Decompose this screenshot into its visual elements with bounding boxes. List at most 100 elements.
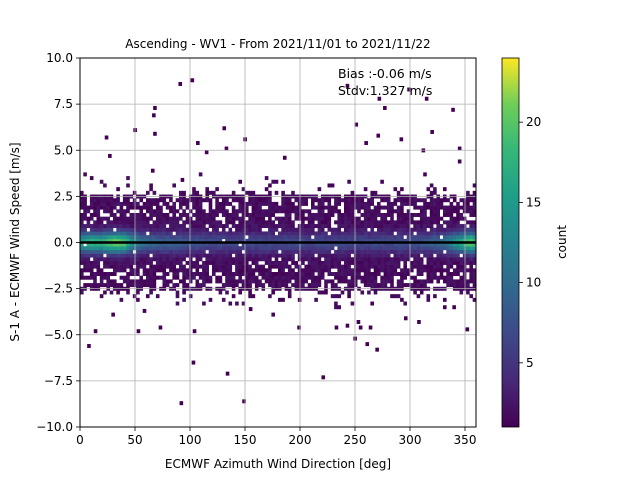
heatmap-cell [344, 249, 348, 254]
heatmap-cell [324, 242, 328, 247]
heatmap-cell [462, 216, 467, 221]
heatmap-cell [96, 253, 101, 258]
heatmap-cell [337, 264, 341, 269]
heatmap-cell [169, 227, 173, 232]
heatmap-cell [396, 227, 401, 232]
heatmap-cell [241, 235, 246, 240]
heatmap-cell [129, 216, 134, 221]
heatmap-cell [231, 279, 236, 284]
heatmap-cell [116, 283, 120, 288]
heatmap-cell [340, 238, 345, 243]
heatmap-cell [406, 238, 411, 243]
heatmap-cell [317, 253, 322, 258]
heatmap-cell [235, 249, 239, 254]
heatmap-cell [436, 227, 440, 232]
heatmap-cell [462, 205, 467, 210]
heatmap-cell [215, 238, 219, 243]
heatmap-cell [136, 246, 140, 251]
heatmap-cell [126, 272, 130, 277]
heatmap-cell [452, 220, 457, 225]
heatmap-cell [370, 201, 374, 206]
heatmap-cell [433, 227, 437, 232]
heatmap-cell [146, 294, 150, 299]
heatmap-cell [396, 253, 401, 258]
heatmap-cell [459, 290, 464, 295]
heatmap-cell [86, 231, 91, 236]
heatmap-cell [334, 275, 338, 280]
heatmap-cell [390, 216, 394, 221]
heatmap-cell [245, 246, 249, 251]
heatmap-cell [419, 227, 424, 232]
heatmap-cell [324, 224, 328, 229]
heatmap-cell [116, 264, 120, 269]
heatmap-cell [287, 264, 292, 269]
heatmap-cell [367, 205, 371, 210]
heatmap-cell [136, 257, 140, 262]
heatmap-cell [324, 257, 328, 262]
heatmap-cell [433, 201, 437, 206]
x-tick-label: 250 [344, 433, 367, 447]
heatmap-cell [179, 235, 183, 240]
heatmap-cell [353, 260, 358, 265]
heatmap-cell [212, 231, 216, 236]
heatmap-cell [268, 190, 272, 195]
heatmap-cell [238, 224, 242, 229]
heatmap-cell [327, 260, 332, 265]
heatmap-cell [235, 238, 239, 243]
heatmap-cell [307, 212, 312, 217]
heatmap-cell [96, 235, 101, 240]
heatmap-cell [198, 283, 203, 288]
heatmap-cell [287, 249, 292, 254]
heatmap-cell [152, 257, 157, 262]
heatmap-cell [162, 231, 167, 236]
heatmap-cell [261, 209, 266, 214]
outlier-cell [282, 155, 287, 160]
heatmap-cell [416, 198, 421, 203]
heatmap-cell [314, 198, 318, 203]
heatmap-cell [400, 257, 404, 262]
heatmap-cell [410, 231, 414, 236]
heatmap-cell [80, 190, 84, 195]
heatmap-cell [254, 231, 259, 236]
heatmap-cell [188, 242, 193, 247]
heatmap-cell [320, 231, 325, 236]
heatmap-cell [212, 264, 216, 269]
heatmap-cell [327, 253, 332, 258]
heatmap-cell [419, 290, 424, 295]
heatmap-cell [86, 283, 91, 288]
heatmap-cell [103, 216, 107, 221]
heatmap-cell [327, 242, 332, 247]
heatmap-cell [360, 224, 365, 229]
heatmap-cell [406, 246, 411, 251]
heatmap-cell [347, 249, 351, 254]
heatmap-cell [396, 249, 401, 254]
heatmap-cell [347, 294, 351, 299]
heatmap-cell [337, 242, 341, 247]
heatmap-cell [393, 224, 398, 229]
heatmap-cell [146, 238, 150, 243]
heatmap-cell [452, 231, 457, 236]
heatmap-cell [436, 220, 440, 225]
heatmap-cell [254, 275, 259, 280]
heatmap-cell [426, 275, 431, 280]
heatmap-cell [370, 212, 374, 217]
heatmap-cell [142, 257, 147, 262]
heatmap-cell [327, 257, 332, 262]
heatmap-cell [261, 216, 266, 221]
heatmap-cell [245, 275, 249, 280]
heatmap-cell [271, 253, 275, 258]
heatmap-cell [86, 238, 91, 243]
heatmap-cell [317, 264, 322, 269]
heatmap-cell [423, 209, 427, 214]
heatmap-cell [106, 227, 110, 232]
heatmap-cell [96, 246, 101, 251]
heatmap-cell [284, 216, 289, 221]
heatmap-cell [182, 283, 186, 288]
heatmap-cell [212, 227, 216, 232]
heatmap-cell [433, 198, 437, 203]
heatmap-cell [423, 253, 427, 258]
heatmap-cell [301, 260, 305, 265]
heatmap-cell [334, 301, 338, 306]
heatmap-cell [182, 227, 186, 232]
heatmap-cell [472, 279, 477, 284]
